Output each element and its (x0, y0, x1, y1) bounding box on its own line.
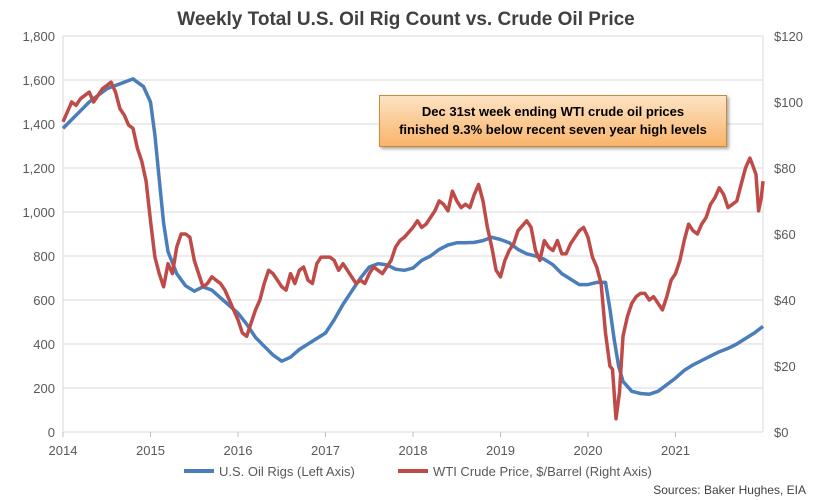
right-tick-label: $80 (774, 161, 796, 176)
left-tick-label: 1,200 (22, 161, 55, 176)
left-tick-label: 1,400 (22, 117, 55, 132)
x-axis-ticks: 2014 2015 2016 2017 2018 2019 2020 2021 (49, 432, 690, 458)
gridlines (62, 35, 764, 433)
source-note: Sources: Baker Hughes, EIA (653, 483, 806, 497)
left-tick-label: 800 (33, 249, 55, 264)
left-tick-label: 1,600 (22, 73, 55, 88)
left-tick-label: 400 (33, 337, 55, 352)
x-tick-label: 2015 (136, 443, 165, 458)
series-line-wti-crude-price (61, 80, 765, 421)
x-tick-label: 2019 (486, 443, 515, 458)
left-tick-label: 1,000 (22, 205, 55, 220)
x-tick-label: 2017 (311, 443, 340, 458)
right-tick-label: $20 (774, 359, 796, 374)
left-tick-label: 1,800 (22, 29, 55, 44)
left-tick-label: 0 (48, 425, 55, 440)
annotation-line-2: finished 9.3% below recent seven year hi… (399, 122, 707, 137)
right-tick-label: $100 (774, 95, 803, 110)
legend-label-wti-crude-price: WTI Crude Price, $/Barrel (Right Axis) (433, 464, 652, 479)
x-tick-label: 2016 (224, 443, 253, 458)
annotation-line-1: Dec 31st week ending WTI crude oil price… (421, 104, 685, 119)
right-tick-label: $40 (774, 293, 796, 308)
x-tick-label: 2014 (49, 443, 78, 458)
right-tick-label: $60 (774, 227, 796, 242)
right-tick-label: $120 (774, 29, 803, 44)
left-axis-ticks: 0 200 400 600 800 1,000 1,200 1,400 1,600 1,800 (22, 29, 55, 440)
left-tick-label: 600 (33, 293, 55, 308)
series-line-us-oil-rigs (61, 77, 765, 396)
annotation-box: Dec 31st week ending WTI crude oil price… (379, 95, 727, 147)
left-tick-label: 200 (33, 381, 55, 396)
right-tick-label: $0 (774, 425, 788, 440)
x-tick-label: 2021 (661, 443, 690, 458)
right-axis-ticks: $0 $20 $40 $60 $80 $100 $120 (774, 29, 803, 440)
legend-label-us-oil-rigs: U.S. Oil Rigs (Left Axis) (219, 464, 355, 479)
chart-title: Weekly Total U.S. Oil Rig Count vs. Crud… (177, 9, 635, 30)
x-tick-label: 2018 (399, 443, 428, 458)
x-tick-label: 2020 (574, 443, 603, 458)
